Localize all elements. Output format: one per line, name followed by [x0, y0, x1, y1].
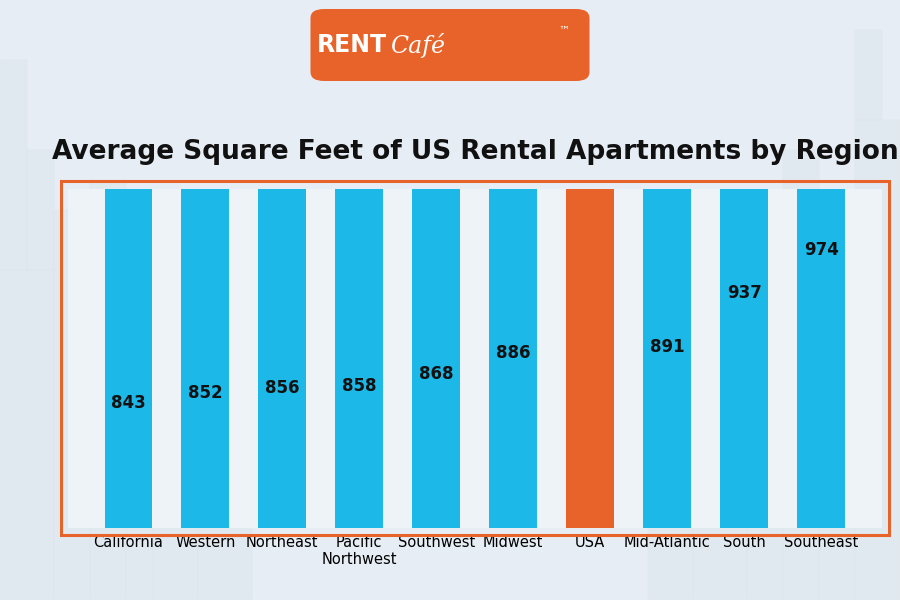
Text: 868: 868	[419, 365, 454, 383]
Text: 886: 886	[496, 344, 530, 362]
Bar	[693, 300, 747, 600]
Bar	[336, 0, 383, 528]
Bar	[797, 0, 845, 528]
Bar	[490, 0, 537, 528]
Text: Average Square Feet of US Rental Apartments by Region: Average Square Feet of US Rental Apartme…	[52, 139, 898, 165]
Bar	[819, 240, 855, 600]
Text: 974: 974	[804, 241, 839, 259]
Bar	[412, 0, 460, 528]
Bar	[747, 210, 783, 600]
Text: 843: 843	[111, 394, 146, 412]
Bar	[783, 150, 819, 600]
Text: 852: 852	[188, 384, 222, 402]
Bar	[104, 0, 152, 528]
Bar	[27, 150, 54, 270]
Bar	[566, 0, 614, 528]
Bar	[720, 0, 768, 528]
Text: 856: 856	[266, 379, 300, 397]
Bar	[0, 270, 54, 600]
Bar	[54, 210, 90, 600]
Text: RENT: RENT	[317, 33, 387, 57]
Bar	[153, 330, 198, 600]
Text: 858: 858	[342, 377, 376, 395]
Bar	[855, 120, 900, 600]
Bar	[258, 0, 306, 528]
Bar	[0, 60, 27, 270]
Text: Café: Café	[390, 32, 445, 58]
Text: 937: 937	[726, 284, 761, 302]
Bar	[855, 30, 882, 120]
Bar	[198, 360, 252, 600]
Bar	[182, 0, 230, 528]
Bar	[644, 0, 691, 528]
Text: ™: ™	[558, 26, 569, 36]
Text: 889: 889	[573, 341, 608, 359]
Bar	[90, 180, 126, 600]
Text: 891: 891	[650, 338, 685, 356]
Bar	[648, 330, 693, 600]
Bar	[126, 300, 153, 600]
